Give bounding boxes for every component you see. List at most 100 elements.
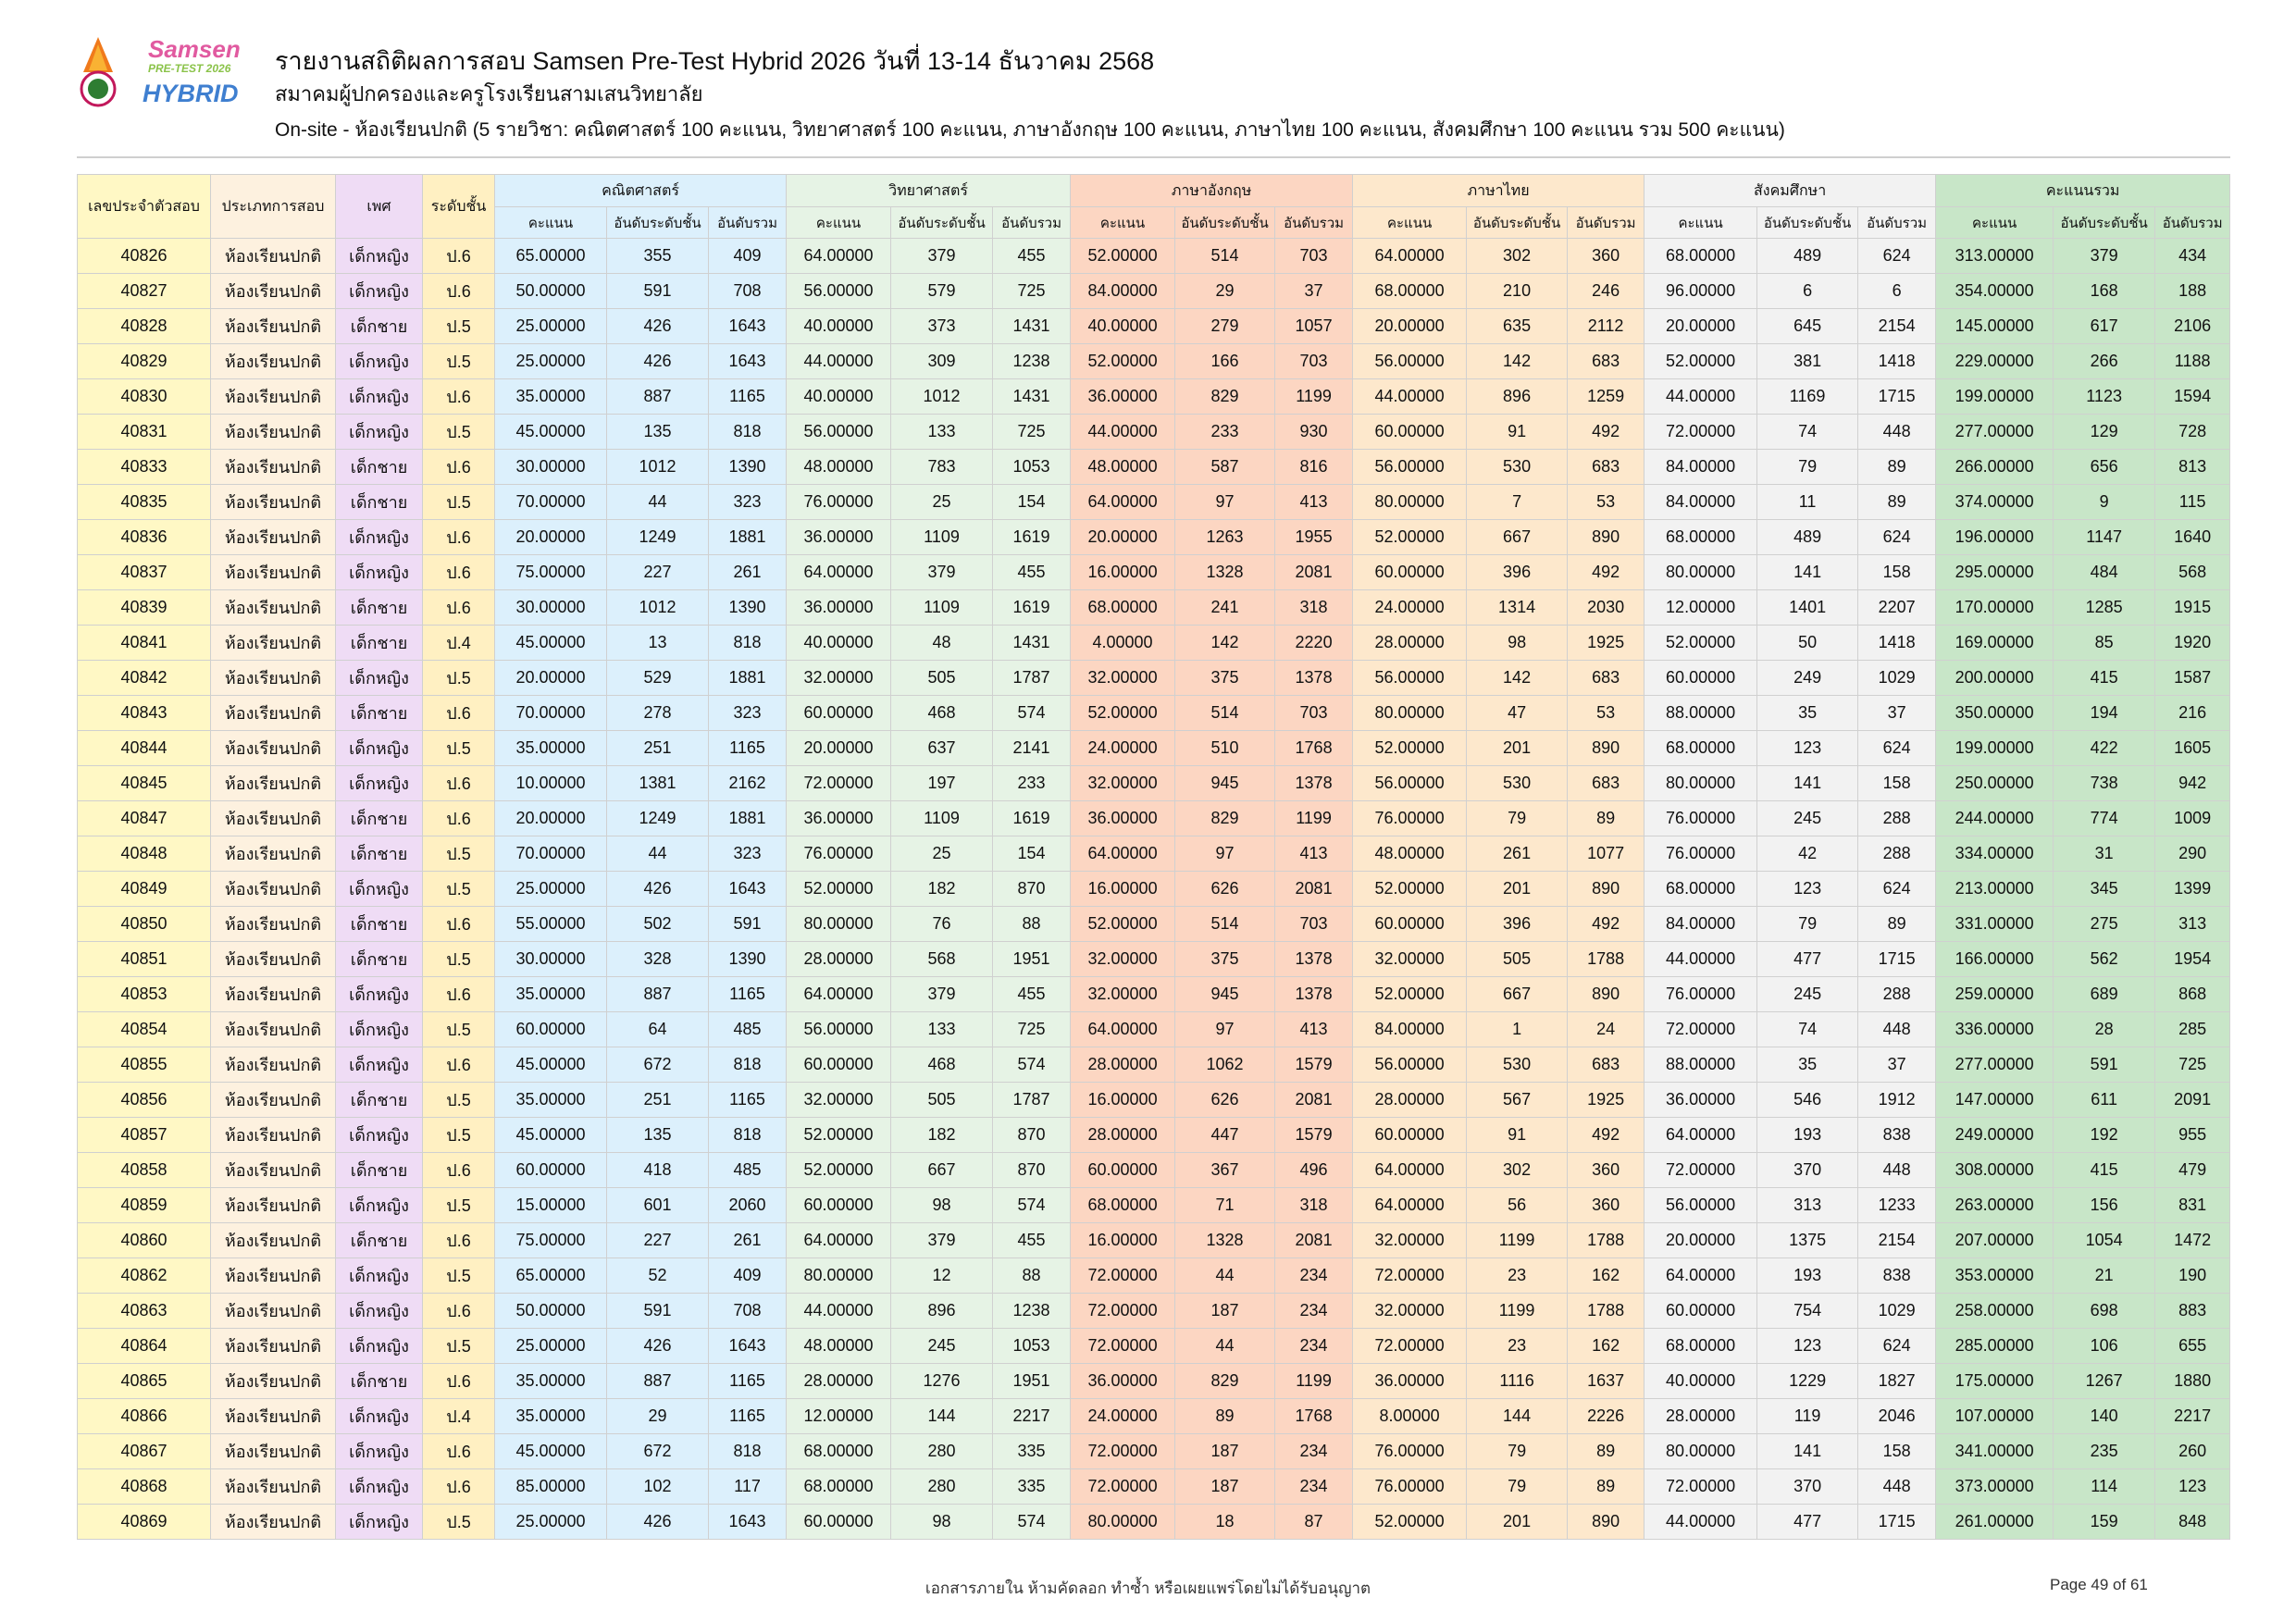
cell-math-overall-rank: 2162 (707, 765, 788, 801)
table-row: 40833 ห้องเรียนปกติ เด็กชาย ป.6 30.00000 1012… (77, 449, 2231, 485)
cell-science-overall-rank: 1951 (992, 941, 1072, 977)
header-total-grade-rank: อันดับระดับชั้น (2053, 206, 2156, 239)
header-group-total: คะแนนรวม (1935, 174, 2231, 207)
cell-social-overall-rank: 89 (1857, 906, 1937, 942)
cell-science-score: 32.00000 (786, 1082, 892, 1118)
cell-math-score: 35.00000 (494, 1398, 607, 1434)
cell-science-overall-rank: 233 (992, 765, 1072, 801)
cell-social-grade-rank: 245 (1756, 976, 1859, 1012)
cell-science-score: 80.00000 (786, 1258, 892, 1294)
cell-total-overall-rank: 290 (2154, 836, 2231, 872)
report-description: On-site - ห้องเรียนปกติ (5 รายวิชา: คณิต… (275, 119, 1785, 141)
cell-science-overall-rank: 870 (992, 871, 1072, 907)
cell-thai-overall-rank: 1637 (1567, 1363, 1645, 1399)
cell-english-grade-rank: 97 (1174, 836, 1276, 872)
cell-social-overall-rank: 6 (1857, 273, 1937, 309)
cell-thai-score: 44.00000 (1352, 378, 1468, 415)
cell-science-score: 60.00000 (786, 1187, 892, 1223)
cell-science-score: 40.00000 (786, 378, 892, 415)
cell-science-overall-rank: 1431 (992, 308, 1072, 344)
cell-exam-type: ห้องเรียนปกติ (210, 238, 336, 274)
cell-thai-grade-rank: 91 (1466, 414, 1569, 450)
cell-thai-grade-rank: 144 (1466, 1398, 1569, 1434)
cell-thai-grade-rank: 7 (1466, 484, 1569, 520)
cell-social-score: 56.00000 (1644, 1187, 1758, 1223)
cell-social-overall-rank: 1233 (1857, 1187, 1937, 1223)
cell-math-grade-rank: 44 (606, 484, 709, 520)
cell-thai-overall-rank: 890 (1567, 519, 1645, 555)
cell-total-overall-rank: 1188 (2154, 343, 2231, 379)
cell-science-overall-rank: 1238 (992, 343, 1072, 379)
cell-math-grade-rank: 251 (606, 730, 709, 766)
cell-thai-score: 56.00000 (1352, 765, 1468, 801)
cell-math-overall-rank: 485 (707, 1011, 788, 1047)
cell-exam-id: 40860 (77, 1222, 211, 1258)
cell-social-score: 68.00000 (1644, 730, 1758, 766)
cell-exam-type: ห้องเรียนปกติ (210, 273, 336, 309)
header-math-grade-rank: อันดับระดับชั้น (606, 206, 709, 239)
cell-gender: เด็กหญิง (335, 414, 423, 450)
cell-total-score: 169.00000 (1935, 625, 2054, 661)
cell-thai-overall-rank: 683 (1567, 449, 1645, 485)
cell-total-overall-rank: 1587 (2154, 660, 2231, 696)
cell-math-overall-rank: 1643 (707, 308, 788, 344)
cell-social-score: 72.00000 (1644, 1152, 1758, 1188)
cell-science-score: 56.00000 (786, 414, 892, 450)
cell-social-grade-rank: 381 (1756, 343, 1859, 379)
cell-math-score: 15.00000 (494, 1187, 607, 1223)
cell-math-grade-rank: 591 (606, 273, 709, 309)
cell-social-score: 68.00000 (1644, 519, 1758, 555)
cell-social-overall-rank: 89 (1857, 484, 1937, 520)
cell-thai-score: 52.00000 (1352, 730, 1468, 766)
cell-total-overall-rank: 434 (2154, 238, 2231, 274)
cell-thai-overall-rank: 360 (1567, 238, 1645, 274)
cell-social-score: 68.00000 (1644, 871, 1758, 907)
cell-total-overall-rank: 831 (2154, 1187, 2231, 1223)
header-social-overall-rank: อันดับรวม (1857, 206, 1937, 239)
header-exam-type: ประเภทการสอบ (210, 174, 336, 239)
cell-science-overall-rank: 1431 (992, 625, 1072, 661)
cell-social-grade-rank: 489 (1756, 238, 1859, 274)
cell-social-score: 84.00000 (1644, 484, 1758, 520)
header-english-overall-rank: อันดับรวม (1274, 206, 1354, 239)
cell-math-overall-rank: 1643 (707, 871, 788, 907)
cell-exam-id: 40864 (77, 1328, 211, 1364)
cell-math-grade-rank: 1381 (606, 765, 709, 801)
cell-math-overall-rank: 1390 (707, 941, 788, 977)
table-row: 40865 ห้องเรียนปกติ เด็กชาย ป.6 35.00000 887 1… (77, 1363, 2231, 1399)
cell-total-overall-rank: 813 (2154, 449, 2231, 485)
cell-exam-type: ห้องเรียนปกติ (210, 343, 336, 379)
cell-math-score: 35.00000 (494, 976, 607, 1012)
cell-grade-level: ป.5 (422, 660, 495, 696)
cell-english-grade-rank: 44 (1174, 1328, 1276, 1364)
cell-english-score: 84.00000 (1070, 273, 1176, 309)
cell-total-grade-rank: 1267 (2053, 1363, 2156, 1399)
cell-english-overall-rank: 87 (1274, 1504, 1354, 1540)
cell-total-grade-rank: 415 (2053, 1152, 2156, 1188)
header-gender: เพศ (335, 174, 423, 239)
cell-social-overall-rank: 624 (1857, 730, 1937, 766)
cell-grade-level: ป.6 (422, 1468, 495, 1505)
cell-science-grade-rank: 98 (890, 1187, 994, 1223)
cell-math-grade-rank: 44 (606, 836, 709, 872)
cell-total-grade-rank: 738 (2053, 765, 2156, 801)
cell-math-score: 75.00000 (494, 1222, 607, 1258)
cell-exam-id: 40836 (77, 519, 211, 555)
cell-exam-id: 40853 (77, 976, 211, 1012)
table-row: 40860 ห้องเรียนปกติ เด็กชาย ป.6 75.00000 227 2… (77, 1222, 2231, 1258)
cell-total-grade-rank: 484 (2053, 554, 2156, 590)
cell-social-grade-rank: 370 (1756, 1152, 1859, 1188)
cell-social-score: 80.00000 (1644, 1433, 1758, 1469)
cell-thai-score: 52.00000 (1352, 976, 1468, 1012)
cell-english-grade-rank: 97 (1174, 484, 1276, 520)
cell-thai-grade-rank: 530 (1466, 1047, 1569, 1083)
cell-english-overall-rank: 703 (1274, 238, 1354, 274)
cell-thai-score: 52.00000 (1352, 519, 1468, 555)
cell-math-score: 45.00000 (494, 625, 607, 661)
cell-social-grade-rank: 489 (1756, 519, 1859, 555)
cell-math-overall-rank: 2060 (707, 1187, 788, 1223)
table-row: 40841 ห้องเรียนปกติ เด็กชาย ป.4 45.00000 13 81… (77, 625, 2231, 661)
cell-total-overall-rank: 848 (2154, 1504, 2231, 1540)
cell-grade-level: ป.5 (422, 308, 495, 344)
cell-grade-level: ป.6 (422, 1047, 495, 1083)
